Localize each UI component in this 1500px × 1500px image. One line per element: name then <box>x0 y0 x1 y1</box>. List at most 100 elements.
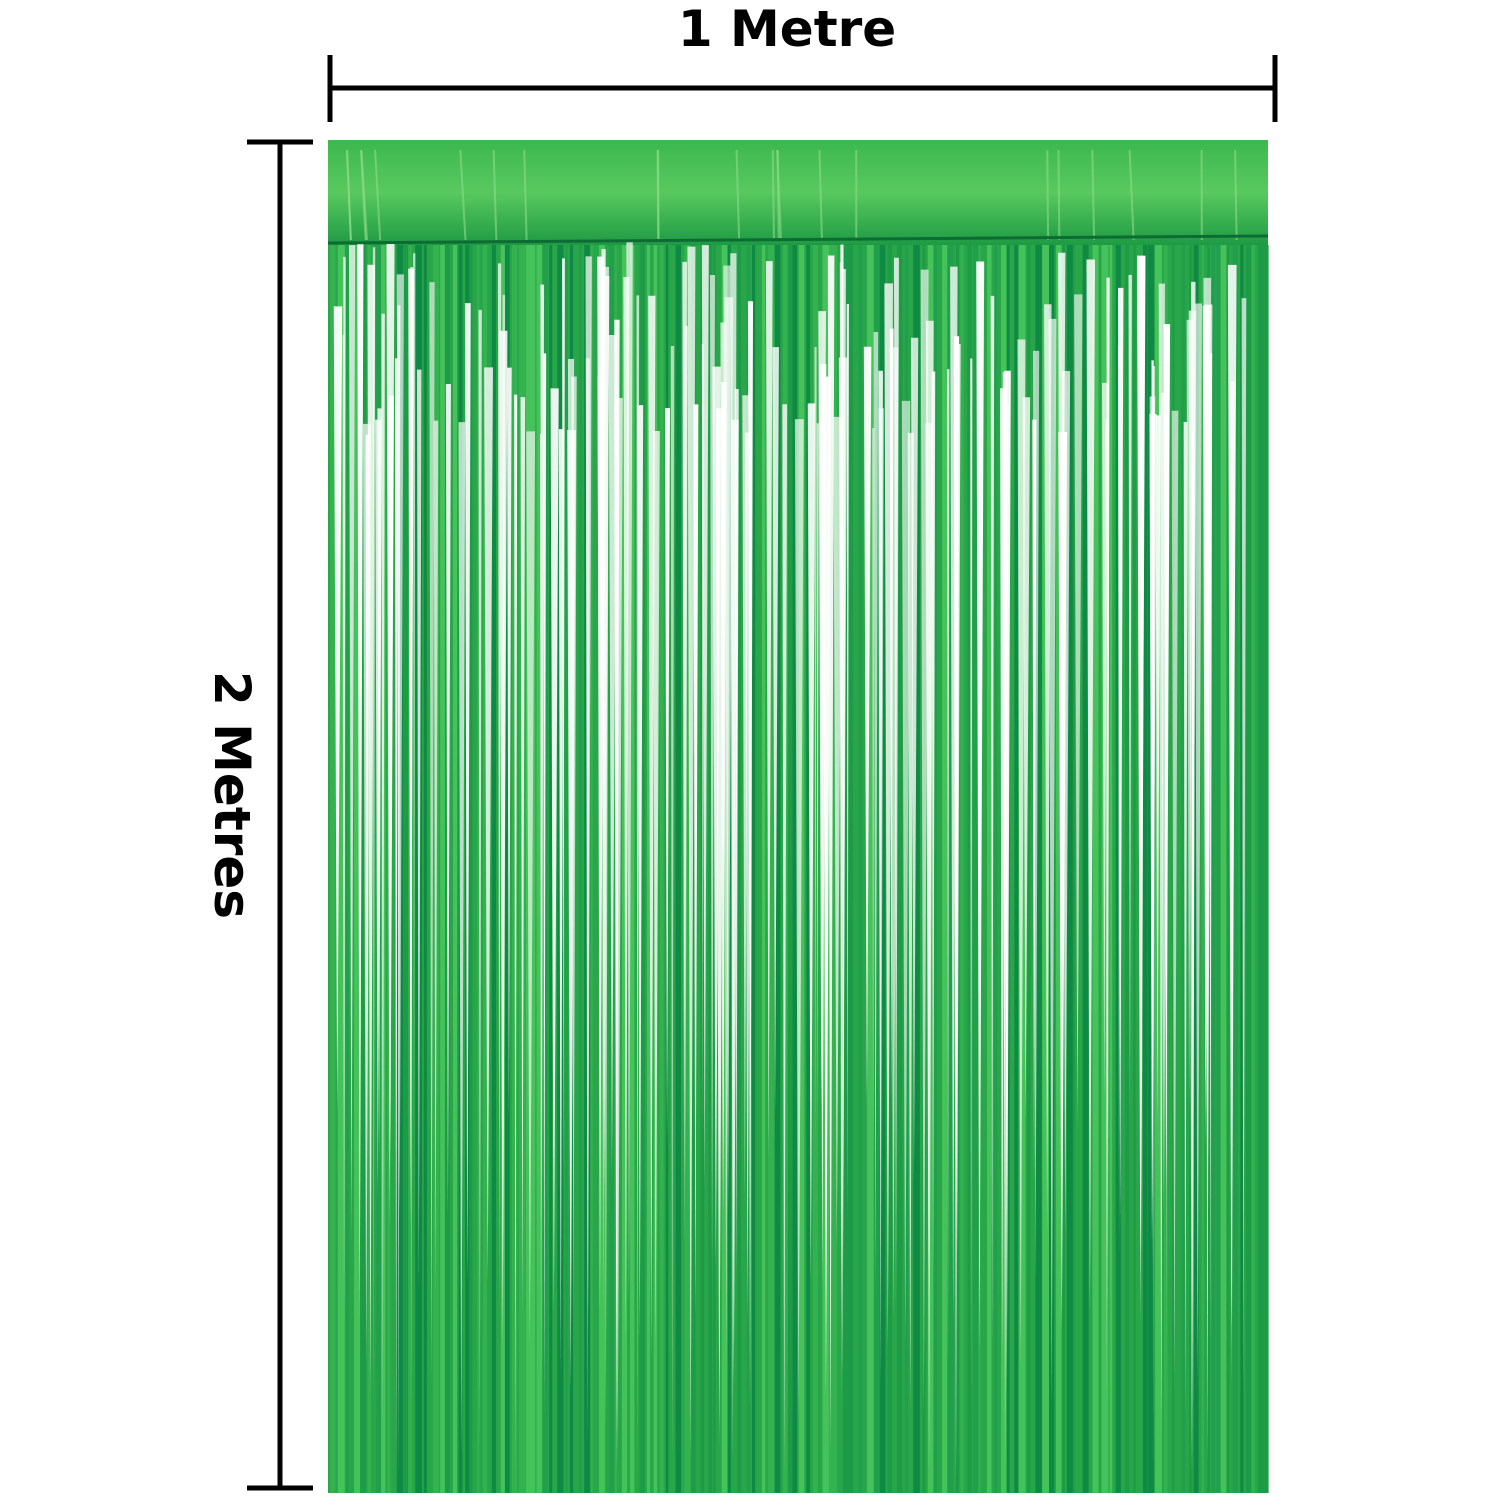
curtain-strand <box>1234 149 1238 241</box>
height-label: 2 Metres <box>203 671 261 919</box>
curtain-strand <box>1033 350 1040 1281</box>
curtain-strand <box>735 149 741 241</box>
curtain-strand <box>687 246 696 1461</box>
curtain-strand <box>827 255 835 1456</box>
curtain-strand <box>954 343 961 1258</box>
curtain-strand <box>530 245 536 1493</box>
curtain-strand <box>863 346 872 1103</box>
curtain-strand <box>484 367 493 1281</box>
curtain-strand <box>744 432 752 1326</box>
curtain-strand <box>345 245 349 1493</box>
curtain-strand <box>636 295 640 1477</box>
curtain-strand <box>1155 415 1161 1129</box>
curtain-strand <box>846 304 849 1223</box>
curtain-strand <box>960 245 964 1493</box>
curtain-strand <box>792 245 798 1493</box>
curtain-strand <box>621 245 628 1493</box>
curtain-strand <box>913 245 920 1493</box>
curtain-strand <box>637 405 644 1340</box>
curtain-strand <box>512 245 518 1493</box>
curtain-strand <box>1229 381 1236 1383</box>
curtain-strand <box>879 245 886 1493</box>
curtain-strand <box>752 245 756 1493</box>
curtain-strand <box>1186 319 1193 1109</box>
curtain-strand <box>806 245 810 1493</box>
curtain-strand <box>761 245 766 1493</box>
curtain-strand <box>1042 245 1050 1493</box>
curtain-strand <box>967 245 972 1493</box>
curtain-strand <box>776 149 783 241</box>
curtain-strand <box>816 423 819 1130</box>
curtain-strand <box>504 245 510 1493</box>
curtain-strand <box>1232 245 1238 1493</box>
curtain-strand <box>433 420 439 1299</box>
curtain-strand <box>590 245 593 1493</box>
curtain-strand <box>464 303 471 1284</box>
curtain-strand <box>362 423 372 1362</box>
curtain-strand <box>506 367 512 1118</box>
curtain-strand <box>1251 245 1255 1493</box>
curtain-strand <box>872 428 875 1162</box>
width-dimension: 1 Metre <box>327 0 1278 122</box>
curtain-strand <box>1125 245 1130 1493</box>
curtain-strand <box>1115 245 1121 1493</box>
curtain-strand <box>1227 245 1230 1493</box>
curtain-strand <box>403 245 410 1493</box>
curtain-strand <box>910 337 919 1185</box>
curtain-strand <box>652 431 660 1345</box>
curtain-strand <box>818 149 823 241</box>
curtain-strand <box>1082 245 1089 1493</box>
curtain-header <box>328 140 1268 245</box>
height-dimension: 2 Metres <box>203 139 313 1491</box>
curtain-strand <box>765 261 773 1156</box>
curtain-strand <box>737 245 741 1493</box>
curtain-strand <box>429 282 435 1386</box>
curtain-strand <box>1201 245 1204 1493</box>
curtain-strand <box>499 330 508 1346</box>
curtain-strand <box>372 247 376 1406</box>
curtain-strand <box>540 284 545 1241</box>
curtain-strand <box>782 404 788 1476</box>
curtain-strand <box>614 319 620 1475</box>
curtain-strand <box>656 149 660 241</box>
curtain-strand <box>1137 255 1146 1320</box>
curtain-strand <box>477 245 480 1493</box>
curtain-strand <box>976 261 985 1350</box>
curtain-strand <box>646 245 650 1493</box>
curtain-strand <box>901 400 911 1344</box>
curtain-strand <box>1163 324 1171 1198</box>
curtain-strand <box>1022 397 1031 1122</box>
curtain-strand <box>684 245 691 1493</box>
curtain-strand <box>523 149 528 241</box>
curtain-strand <box>858 245 863 1493</box>
curtain-strand <box>458 422 466 1458</box>
curtain-strand <box>896 245 903 1493</box>
curtain-strand <box>721 382 727 1220</box>
curtain-strand <box>840 244 844 1115</box>
curtain-strand <box>1086 259 1096 1310</box>
curtain-strand <box>360 245 367 1493</box>
curtain-strand <box>730 253 737 1461</box>
curtain-strand <box>670 346 675 1461</box>
curtain-strand <box>1074 294 1083 1129</box>
curtain-strand <box>1216 245 1221 1493</box>
curtain-strand <box>482 245 487 1493</box>
curtain-strand <box>842 245 850 1493</box>
curtain-strand <box>889 347 899 1321</box>
curtain-strand <box>381 313 385 1422</box>
curtain-strand <box>536 245 543 1493</box>
curtain-strand <box>469 245 473 1493</box>
curtain-strand <box>933 245 937 1493</box>
curtain-strand <box>1205 433 1210 1468</box>
curtain-strand <box>1056 245 1062 1493</box>
curtain-strand <box>1092 245 1099 1493</box>
curtain-strand <box>520 397 526 1317</box>
curtain-strand <box>375 419 382 1199</box>
curtain-strand <box>947 369 950 1363</box>
curtain-strand <box>849 245 854 1493</box>
curtain-strand <box>357 241 364 1317</box>
curtain-strand <box>1143 245 1147 1493</box>
curtain-strand <box>1147 245 1154 1493</box>
curtain-strand <box>771 149 775 241</box>
